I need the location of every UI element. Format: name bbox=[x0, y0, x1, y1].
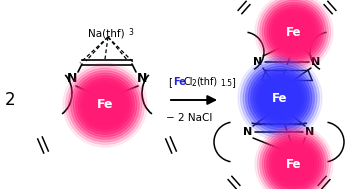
Circle shape bbox=[262, 0, 326, 64]
Circle shape bbox=[255, 125, 333, 189]
Circle shape bbox=[260, 130, 328, 189]
Circle shape bbox=[274, 12, 314, 52]
Circle shape bbox=[81, 81, 129, 129]
Circle shape bbox=[246, 64, 314, 132]
Text: − 2 NaCl: − 2 NaCl bbox=[166, 113, 212, 123]
Circle shape bbox=[276, 146, 312, 182]
Text: Na(thf): Na(thf) bbox=[88, 28, 124, 38]
Circle shape bbox=[272, 10, 316, 54]
Circle shape bbox=[269, 139, 319, 189]
Text: N: N bbox=[67, 71, 77, 84]
Circle shape bbox=[255, 0, 333, 71]
Circle shape bbox=[258, 76, 302, 120]
Circle shape bbox=[238, 56, 322, 140]
Text: 1.5: 1.5 bbox=[220, 80, 232, 88]
Circle shape bbox=[262, 132, 326, 189]
Text: [: [ bbox=[168, 77, 172, 87]
Circle shape bbox=[248, 66, 312, 130]
Text: N: N bbox=[137, 71, 147, 84]
Text: Fe: Fe bbox=[272, 91, 288, 105]
Circle shape bbox=[63, 63, 147, 147]
Circle shape bbox=[257, 0, 331, 69]
Circle shape bbox=[274, 144, 314, 184]
Circle shape bbox=[261, 79, 299, 117]
Circle shape bbox=[269, 7, 319, 57]
Circle shape bbox=[260, 0, 328, 66]
Circle shape bbox=[256, 74, 304, 122]
Circle shape bbox=[267, 137, 321, 189]
Circle shape bbox=[281, 19, 307, 45]
Circle shape bbox=[267, 5, 321, 59]
Circle shape bbox=[78, 78, 132, 132]
Circle shape bbox=[253, 71, 307, 125]
Circle shape bbox=[88, 88, 122, 122]
Circle shape bbox=[76, 76, 134, 134]
Text: N: N bbox=[311, 57, 321, 67]
Text: Fe: Fe bbox=[97, 98, 113, 112]
Text: Fe: Fe bbox=[286, 157, 302, 170]
Text: N: N bbox=[243, 127, 253, 137]
Text: Fe: Fe bbox=[286, 26, 302, 39]
Circle shape bbox=[279, 149, 309, 179]
Text: (thf): (thf) bbox=[196, 77, 217, 87]
Text: 2: 2 bbox=[5, 91, 15, 109]
Circle shape bbox=[241, 59, 319, 137]
Circle shape bbox=[265, 134, 324, 189]
Circle shape bbox=[251, 69, 309, 127]
Circle shape bbox=[83, 83, 127, 127]
Circle shape bbox=[66, 66, 145, 144]
Circle shape bbox=[279, 17, 309, 47]
Circle shape bbox=[263, 81, 296, 115]
Circle shape bbox=[68, 68, 142, 142]
Circle shape bbox=[86, 86, 124, 124]
Text: Fe: Fe bbox=[173, 77, 186, 87]
Text: N: N bbox=[253, 57, 263, 67]
Circle shape bbox=[71, 71, 139, 139]
Circle shape bbox=[91, 91, 119, 119]
Circle shape bbox=[281, 151, 307, 177]
Circle shape bbox=[73, 73, 137, 137]
Text: 3: 3 bbox=[129, 28, 134, 37]
Circle shape bbox=[257, 127, 331, 189]
Circle shape bbox=[272, 142, 316, 187]
Circle shape bbox=[276, 14, 312, 50]
Circle shape bbox=[265, 2, 324, 62]
Text: 2: 2 bbox=[192, 80, 197, 88]
Text: ]: ] bbox=[231, 77, 235, 87]
Text: N: N bbox=[305, 127, 315, 137]
Text: Cl: Cl bbox=[183, 77, 193, 87]
Circle shape bbox=[266, 84, 294, 112]
Circle shape bbox=[243, 61, 317, 135]
